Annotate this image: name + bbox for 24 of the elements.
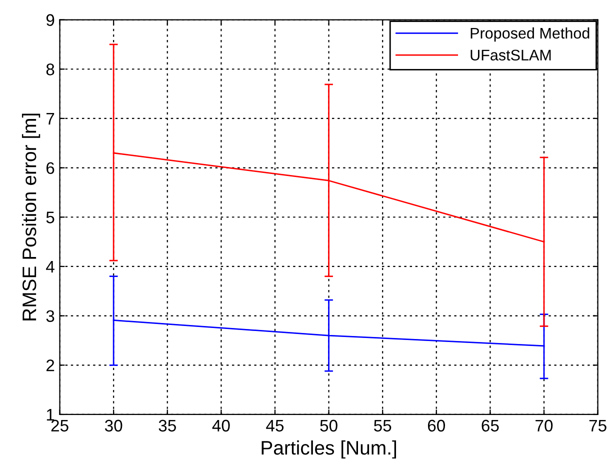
y-tick-label: 5 (46, 212, 54, 224)
y-tick-label: 8 (46, 64, 54, 76)
y-tick-label: 3 (46, 310, 54, 322)
x-tick-label: 35 (158, 420, 176, 432)
y-tick-label: 7 (46, 113, 54, 124)
y-tick-label: 2 (46, 360, 54, 372)
legend-label: Proposed Method (470, 27, 590, 42)
x-tick-label: 70 (536, 420, 553, 432)
x-tick-label: 30 (104, 420, 122, 432)
x-tick-label: 65 (482, 420, 499, 432)
y-axis-title: RMSE Position error [m] (22, 114, 40, 320)
y-tick-label: 1 (46, 409, 54, 421)
x-tick-label: 60 (428, 420, 446, 432)
x-tick-label: 25 (51, 420, 68, 432)
x-tick-label: 45 (266, 420, 284, 432)
x-tick-label: 75 (589, 420, 606, 432)
x-tick-label: 55 (374, 420, 392, 432)
legend-label: UFastSLAM (470, 50, 551, 61)
x-tick-label: 40 (212, 420, 230, 432)
y-tick-label: 4 (46, 261, 54, 273)
x-tick-label: 50 (320, 420, 338, 432)
x-axis-title: Particles [Num.] (262, 440, 396, 459)
y-tick-label: 6 (46, 162, 54, 174)
y-tick-label: 9 (46, 14, 54, 26)
